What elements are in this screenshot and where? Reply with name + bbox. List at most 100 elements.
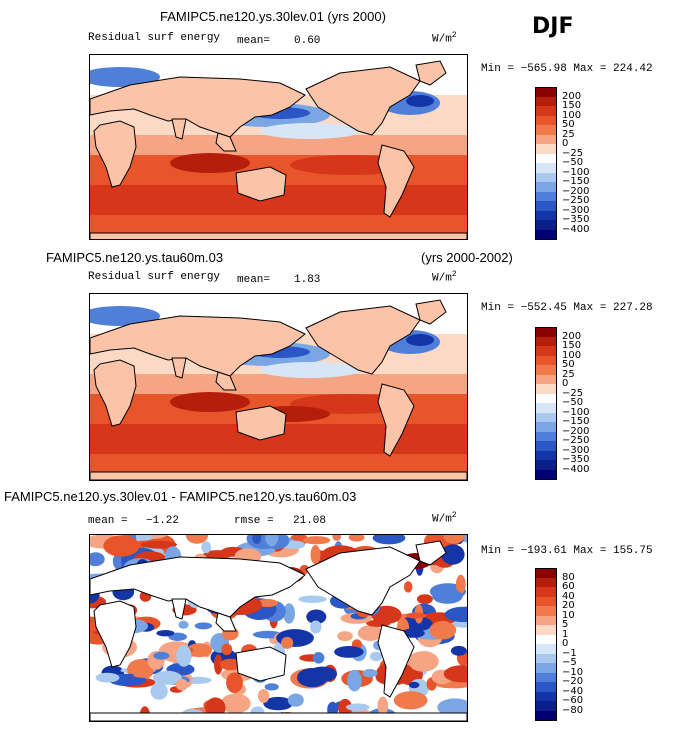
diff-blotch [186, 643, 212, 658]
colorbar-swatch [535, 587, 557, 597]
diff-blotch [372, 535, 406, 545]
colorbar-tick-label: 1 [562, 628, 569, 640]
colorbar-tick-label: −400 [562, 223, 590, 235]
panel-3-map [89, 534, 468, 722]
colorbar-tick-label: −20 [562, 676, 584, 687]
colorbar-tick-label: 25 [562, 368, 575, 380]
diff-blotch [221, 643, 233, 656]
panel-1-mean-label: mean= [237, 35, 271, 47]
colorbar-tick-label: 0 [562, 378, 569, 389]
land-europe_asia [90, 76, 306, 138]
colorbar-swatch [535, 403, 557, 413]
subtropical-pacific [260, 362, 360, 378]
land-samerica [377, 624, 415, 698]
field-band-tropics [90, 135, 467, 155]
diff-blotch [201, 541, 212, 554]
colorbar-swatch [535, 653, 557, 664]
colorbar-swatch [535, 469, 557, 480]
colorbar-tick-label: 150 [562, 340, 582, 351]
land-antarctica [90, 232, 467, 239]
diff-blotch [178, 620, 189, 629]
diff-blotch [338, 698, 353, 717]
colorbar-swatch [535, 210, 557, 221]
colorbar-swatch [535, 106, 557, 116]
colorbar-tick-label: −150 [562, 176, 590, 187]
diff-blotch [263, 696, 293, 711]
land-greenland [415, 540, 447, 566]
panel-3-title: FAMIPC5.ne120.ys.30lev.01 - FAMIPC5.ne12… [4, 489, 357, 504]
nordic-seas [90, 306, 160, 326]
panel-3-rmse-label: rmse = [234, 515, 274, 527]
colorbar-swatch [535, 644, 557, 654]
colorbar-swatch [535, 153, 557, 164]
land-africa [93, 600, 137, 668]
colorbar-tick-label: 50 [562, 119, 575, 130]
land-africa [93, 359, 137, 427]
panel-1-mean-value: 0.60 [294, 35, 321, 47]
panel-1-field-label: Residual surf energy [88, 32, 221, 44]
diff-blotch [369, 651, 383, 662]
diff-blotch [332, 535, 341, 541]
diff-blotch [443, 535, 465, 544]
diff-blotch [194, 622, 213, 630]
colorbar-tick-label: −300 [562, 204, 590, 216]
colorbar-swatch [535, 441, 557, 451]
colorbar-swatch [535, 691, 557, 702]
panel-2-colorbar: 200 150 100 50 25 0 −25 −50 −100 −150 −200 −250 −300… [535, 327, 605, 480]
land-seasia [215, 612, 237, 632]
colorbar-tick-label: 0 [562, 138, 569, 149]
diff-blotch [153, 651, 170, 660]
land-europe_asia [90, 315, 306, 377]
colorbar-swatch [535, 201, 557, 211]
land-samerica [377, 383, 415, 457]
colorbar-tick-label: −400 [562, 463, 590, 475]
colorbar-tick-label: −50 [562, 157, 584, 168]
diff-blotch [203, 550, 234, 559]
land-africa [93, 120, 137, 188]
colorbar-swatch [535, 115, 557, 126]
colorbar-tick-label: −300 [562, 444, 590, 456]
land-india [171, 598, 187, 620]
diff-blotch [306, 609, 327, 625]
diff-blotch [103, 535, 140, 557]
panel-1-minmax: Min = −565.98 Max = 224.42 [481, 63, 653, 75]
panel-1-units: W/m2 [432, 31, 457, 46]
colorbar-tick-label: −250 [562, 195, 590, 206]
land-europe_asia [90, 556, 306, 618]
diff-blotch [281, 636, 294, 649]
panel-2-title-left: FAMIPC5.ne120.ys.tau60m.03 [46, 250, 224, 265]
diff-blotch [308, 666, 337, 682]
colorbar-swatch [535, 615, 557, 626]
diff-blotch [312, 652, 325, 664]
colorbar-swatch [535, 96, 557, 107]
colorbar-tick-label: −1 [562, 647, 577, 659]
diff-blotch [346, 703, 370, 711]
diff-blotch [403, 581, 413, 593]
diff-blotch [283, 603, 295, 624]
colorbar-swatch [535, 182, 557, 192]
colorbar-swatch [535, 191, 557, 202]
colorbar-swatch [535, 172, 557, 183]
colorbar-tick-label: −200 [562, 185, 590, 197]
diff-blotch [133, 671, 153, 678]
diff-blotch [366, 619, 391, 627]
season-label: DJF [532, 14, 574, 39]
diff-blotch [429, 621, 457, 640]
land-australia [235, 166, 287, 202]
panel-1-map [89, 54, 468, 240]
colorbar-tick-label: −350 [562, 214, 590, 225]
panel-3-field [90, 535, 467, 721]
panel-3-rmse-value: 21.08 [293, 515, 327, 527]
panel-1-field [90, 55, 467, 239]
diff-blotch [432, 588, 463, 604]
colorbar-swatch [535, 634, 557, 645]
colorbar-tick-label: −350 [562, 454, 590, 465]
indian-ocean-warm [170, 392, 250, 412]
diff-blotch [309, 620, 322, 634]
colorbar-tick-label: 200 [562, 330, 582, 342]
colorbar-tick-label: −200 [562, 425, 590, 437]
diff-blotch [95, 672, 120, 683]
colorbar-swatch [535, 87, 557, 97]
diff-blotch [287, 693, 304, 707]
colorbar-swatch [535, 220, 557, 230]
